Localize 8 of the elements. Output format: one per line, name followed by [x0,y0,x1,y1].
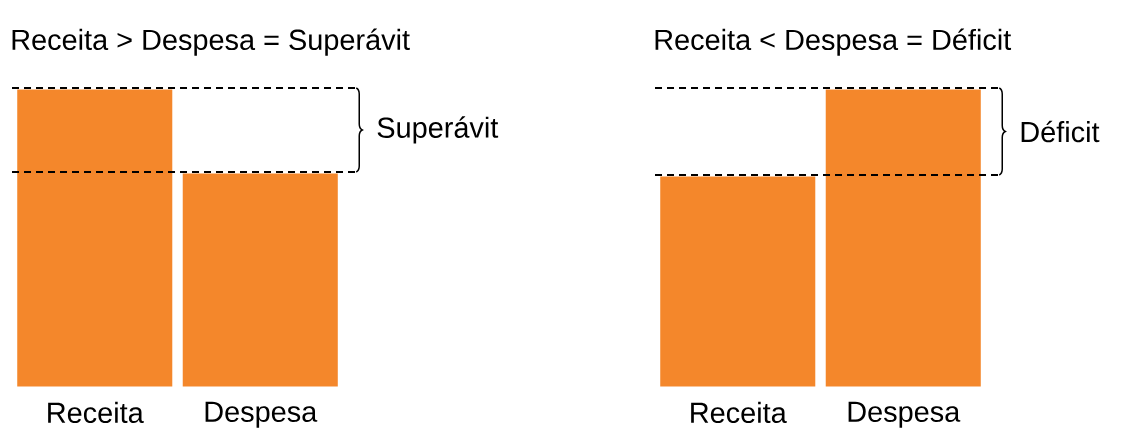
x-tick-label: Despesa [205,401,318,428]
text: Superávit [377,116,499,144]
x-tick-label: Despesa [848,401,961,428]
chart-title: Receita < Despesa = Déficit [655,28,1012,56]
text: Déficit [1021,120,1100,143]
x-tick-label: Receita [48,401,144,424]
chart-title: Receita > Despesa = Superávit [12,28,410,56]
x-tick-label: Receita [691,401,787,424]
